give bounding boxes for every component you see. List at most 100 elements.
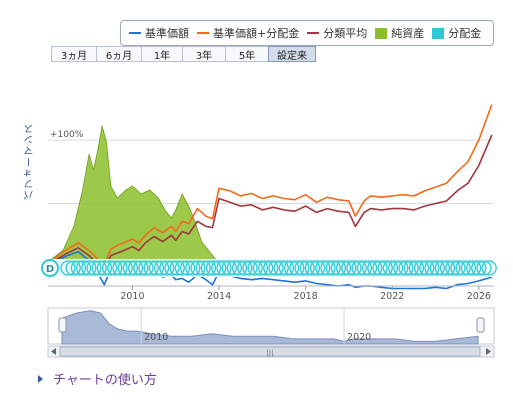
range-button[interactable]: 5年: [225, 46, 269, 62]
distribution-marker[interactable]: [330, 260, 347, 276]
distribution-marker[interactable]: [450, 260, 466, 276]
navigator-handle[interactable]: [476, 317, 485, 333]
distribution-marker[interactable]: [361, 260, 378, 276]
distribution-marker[interactable]: [341, 260, 357, 276]
scrollbar-thumb[interactable]: [59, 346, 481, 357]
range-button[interactable]: 6ヵ月: [96, 46, 142, 62]
distribution-marker[interactable]: [445, 260, 461, 276]
distribution-marker[interactable]: [81, 260, 97, 276]
distribution-marker[interactable]: [351, 260, 367, 276]
distribution-d-badge[interactable]: [41, 259, 59, 277]
distribution-marker[interactable]: [133, 260, 149, 276]
distribution-marker[interactable]: [346, 260, 362, 276]
series-line[interactable]: [47, 104, 493, 271]
distribution-marker[interactable]: [70, 260, 87, 276]
distribution-marker[interactable]: [408, 260, 425, 276]
distribution-marker[interactable]: [216, 260, 232, 276]
distribution-marker[interactable]: [174, 260, 191, 276]
distribution-marker[interactable]: [294, 260, 310, 276]
distribution-marker[interactable]: [226, 260, 243, 276]
distribution-marker[interactable]: [263, 260, 279, 276]
distribution-marker[interactable]: [372, 260, 388, 276]
distribution-marker[interactable]: [377, 260, 393, 276]
distribution-marker[interactable]: [91, 260, 107, 276]
navigator-handle[interactable]: [58, 317, 67, 333]
distribution-marker[interactable]: [387, 260, 404, 276]
distribution-marker[interactable]: [242, 260, 258, 276]
distribution-marker[interactable]: [471, 260, 487, 276]
distribution-marker[interactable]: [439, 260, 456, 276]
series-line[interactable]: [47, 134, 493, 275]
distribution-marker[interactable]: [179, 260, 196, 276]
distribution-marker[interactable]: [221, 260, 237, 276]
help-link-label[interactable]: チャートの使い方: [53, 373, 157, 388]
distribution-marker[interactable]: [460, 260, 477, 276]
distribution-marker[interactable]: [481, 260, 497, 276]
distribution-marker[interactable]: [200, 260, 217, 276]
distribution-marker[interactable]: [419, 260, 435, 276]
distribution-marker[interactable]: [382, 260, 399, 276]
legend-item[interactable]: 分類平均: [307, 25, 367, 41]
distribution-marker[interactable]: [112, 260, 128, 276]
distribution-marker[interactable]: [413, 260, 430, 276]
distribution-marker[interactable]: [309, 260, 326, 276]
scroll-left-icon[interactable]: [51, 348, 56, 355]
distribution-marker[interactable]: [211, 260, 227, 276]
distribution-marker[interactable]: [65, 260, 81, 276]
distribution-marker[interactable]: [169, 260, 185, 276]
distribution-marker[interactable]: [185, 260, 201, 276]
distribution-marker[interactable]: [398, 260, 414, 276]
distribution-marker[interactable]: [299, 260, 315, 276]
distribution-marker[interactable]: [252, 260, 269, 276]
legend-item[interactable]: 基準価額: [129, 25, 189, 41]
distribution-marker[interactable]: [101, 260, 118, 276]
distribution-marker[interactable]: [320, 260, 336, 276]
distribution-marker[interactable]: [247, 260, 263, 276]
distribution-marker[interactable]: [75, 260, 92, 276]
help-link[interactable]: チャートの使い方: [38, 369, 157, 388]
distribution-marker[interactable]: [268, 260, 284, 276]
distribution-marker[interactable]: [283, 260, 300, 276]
distribution-marker[interactable]: [122, 260, 139, 276]
distribution-marker[interactable]: [356, 260, 373, 276]
range-button[interactable]: 設定来: [268, 46, 316, 62]
distribution-marker[interactable]: [153, 260, 170, 276]
distribution-marker[interactable]: [96, 260, 113, 276]
distribution-marker[interactable]: [86, 260, 102, 276]
distribution-marker[interactable]: [195, 260, 211, 276]
distribution-marker[interactable]: [164, 260, 180, 276]
distribution-marker[interactable]: [127, 260, 144, 276]
legend-item[interactable]: 分配金: [432, 25, 481, 41]
distribution-marker[interactable]: [237, 260, 253, 276]
distribution-marker[interactable]: [335, 260, 352, 276]
distribution-marker[interactable]: [60, 260, 76, 276]
distribution-marker[interactable]: [424, 260, 440, 276]
distribution-marker[interactable]: [143, 260, 159, 276]
distribution-marker[interactable]: [304, 260, 321, 276]
distribution-marker[interactable]: [476, 260, 492, 276]
distribution-marker[interactable]: [190, 260, 206, 276]
distribution-marker[interactable]: [107, 260, 123, 276]
scroll-right-icon[interactable]: [486, 348, 491, 355]
distribution-marker[interactable]: [138, 260, 154, 276]
distribution-marker[interactable]: [429, 260, 445, 276]
distribution-marker[interactable]: [289, 260, 305, 276]
distribution-marker[interactable]: [325, 260, 341, 276]
distribution-marker[interactable]: [367, 260, 383, 276]
distribution-marker[interactable]: [231, 260, 248, 276]
distribution-marker[interactable]: [257, 260, 274, 276]
distribution-marker[interactable]: [148, 260, 165, 276]
distribution-marker[interactable]: [117, 260, 133, 276]
distribution-marker[interactable]: [403, 260, 419, 276]
distribution-marker[interactable]: [465, 260, 482, 276]
distribution-marker[interactable]: [315, 260, 331, 276]
distribution-marker[interactable]: [278, 260, 295, 276]
legend-item[interactable]: 純資産: [375, 25, 424, 41]
distribution-marker[interactable]: [205, 260, 222, 276]
distribution-marker[interactable]: [393, 260, 409, 276]
distribution-marker[interactable]: [455, 260, 471, 276]
legend-item[interactable]: 基準価額+分配金: [197, 25, 299, 41]
distribution-marker[interactable]: [434, 260, 451, 276]
distribution-marker[interactable]: [159, 260, 175, 276]
distribution-marker[interactable]: [273, 260, 289, 276]
